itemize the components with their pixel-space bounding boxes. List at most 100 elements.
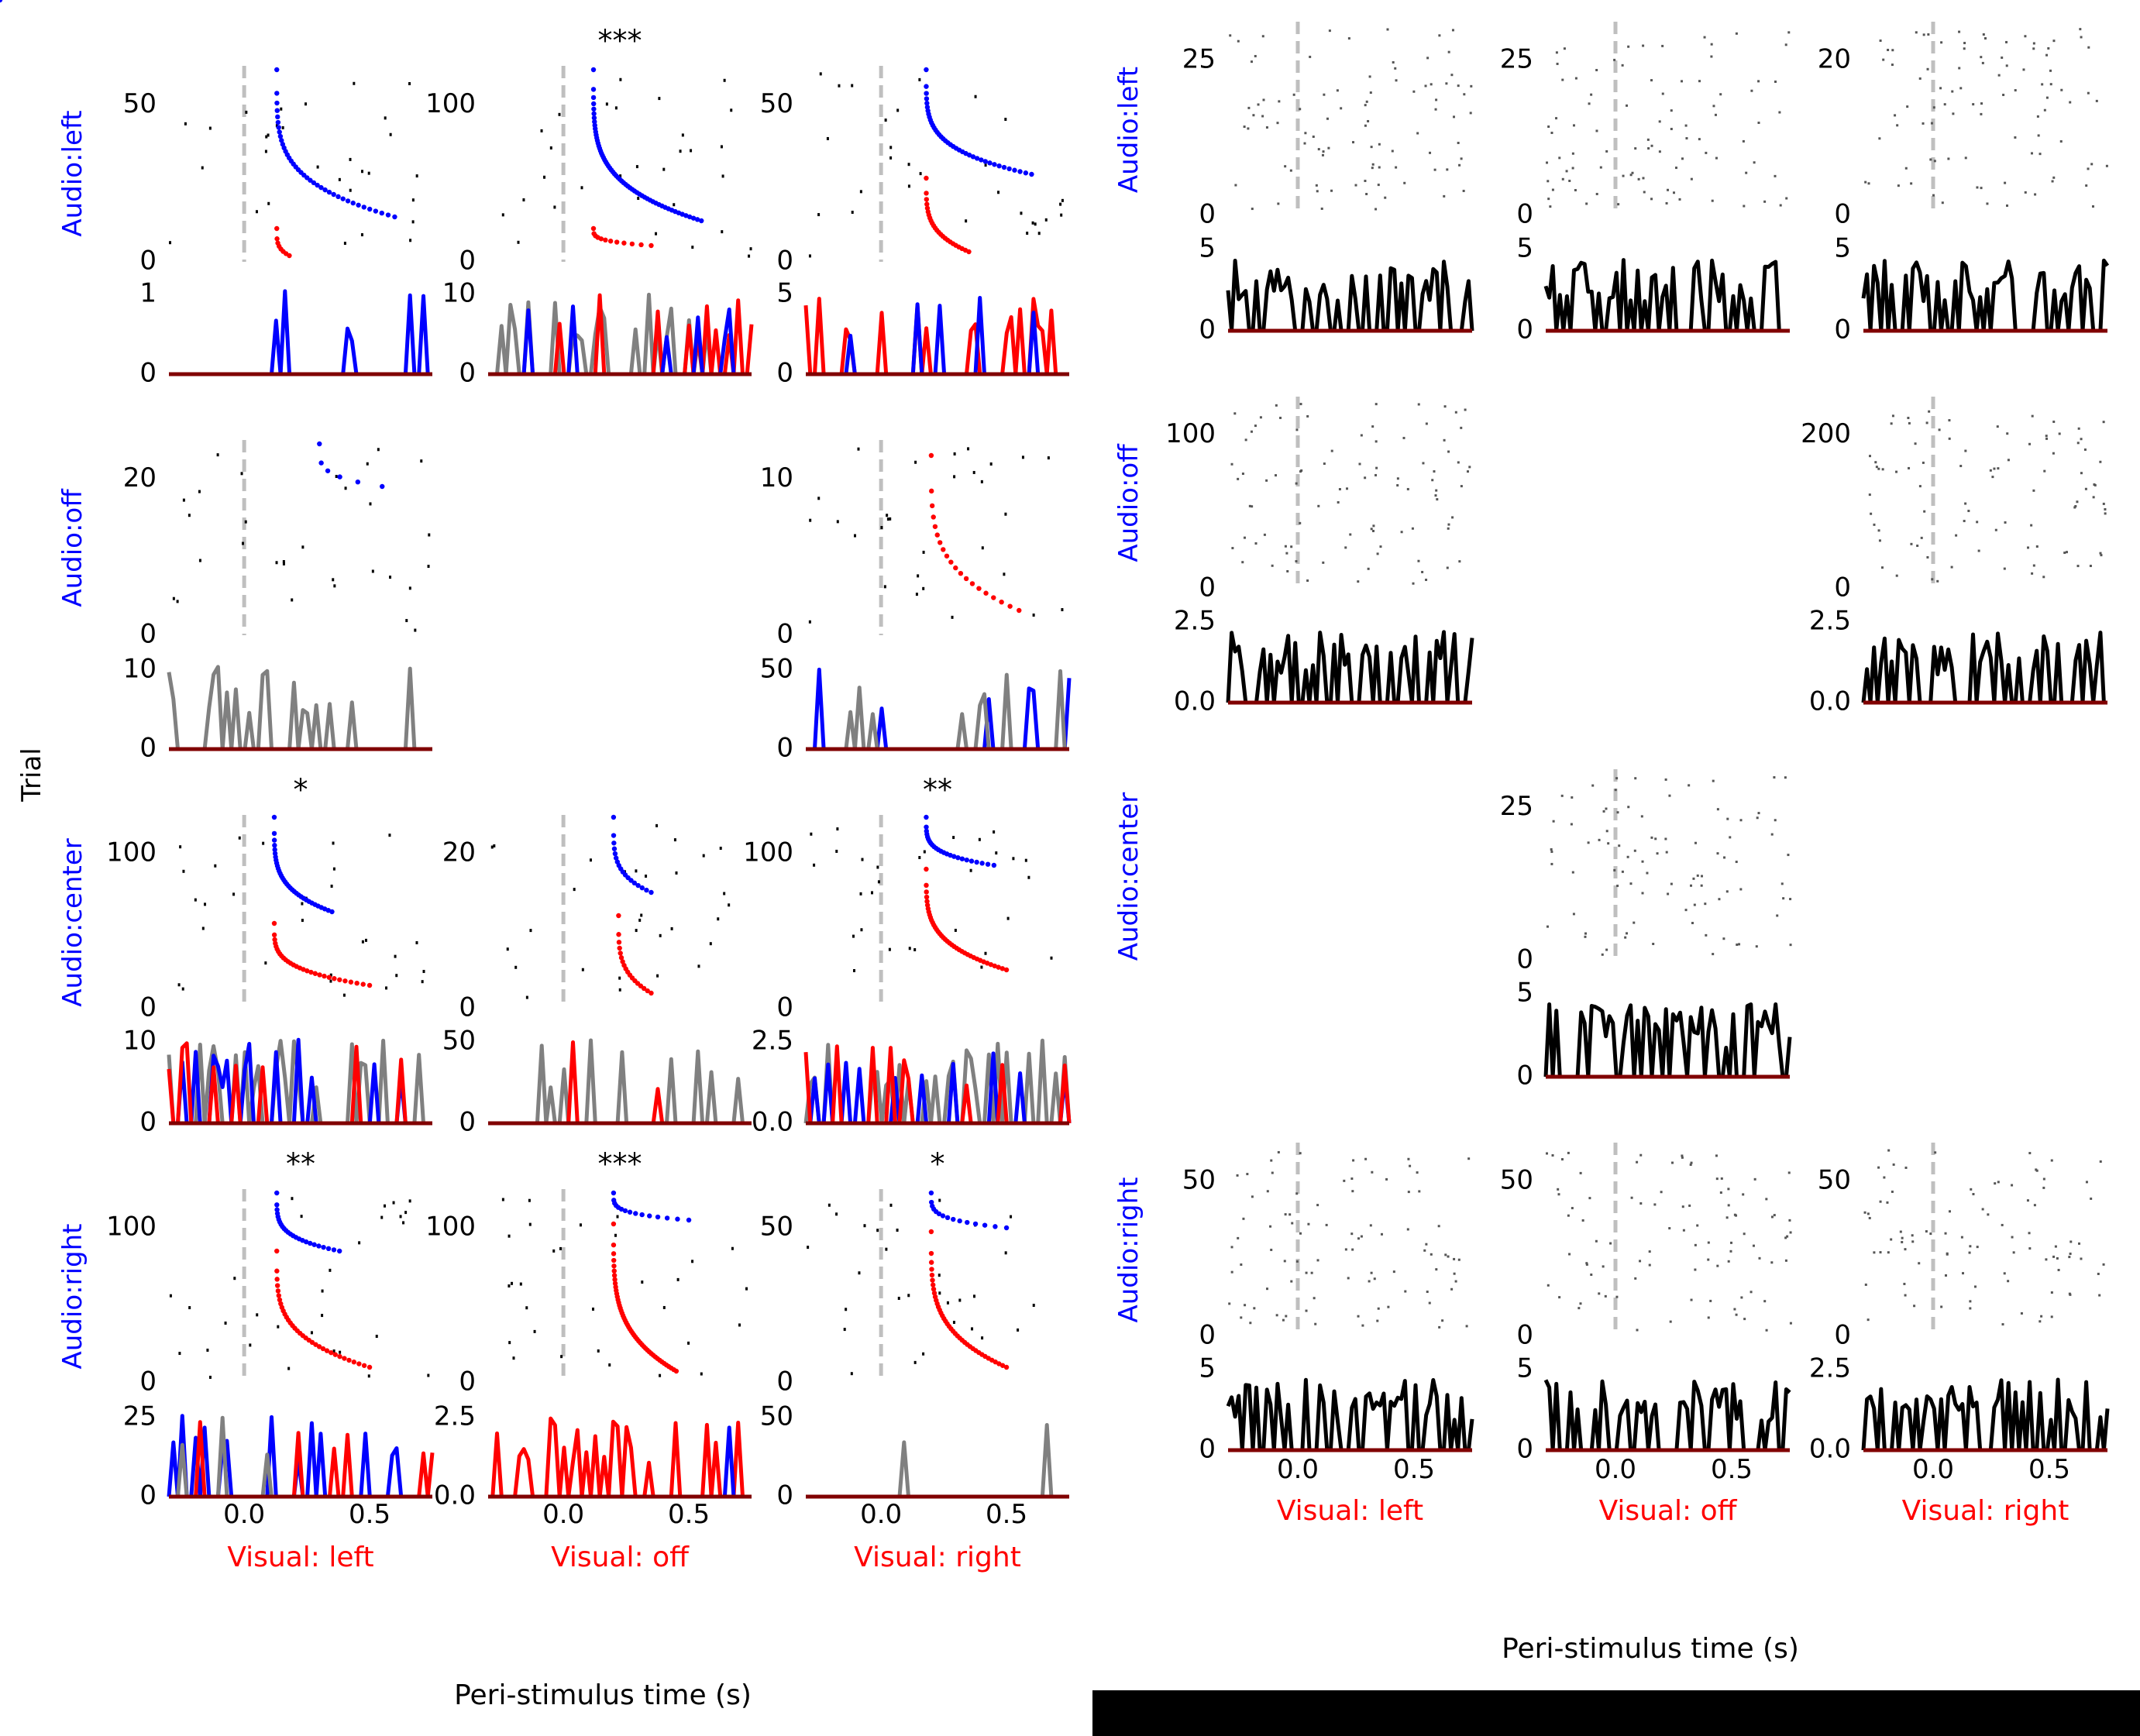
spike-tick <box>428 533 431 537</box>
spike-tick <box>1615 777 1619 780</box>
spike-tick <box>907 1294 910 1298</box>
spike-tick <box>1980 102 1983 105</box>
spike-tick <box>1951 90 1954 93</box>
spike-tick <box>216 453 219 457</box>
psth-ytick-label: 5 <box>1199 1353 1216 1384</box>
spike-tick <box>850 1372 853 1376</box>
spike-tick <box>1316 190 1319 193</box>
spike-tick <box>1605 150 1608 153</box>
spike-tick <box>1551 188 1554 191</box>
spike-tick <box>2076 565 2080 568</box>
spike-tick <box>1756 816 1759 820</box>
spike-tick <box>2042 1186 2045 1189</box>
spike-tick <box>919 172 922 176</box>
spike-tick <box>367 1374 370 1378</box>
spike-tick <box>2065 551 2068 554</box>
first-lick-dot-red <box>322 973 327 979</box>
first-lick-dot-blue <box>303 1239 309 1245</box>
spike-tick <box>889 1203 893 1207</box>
spike-tick <box>1922 461 1925 464</box>
spike-tick <box>1647 147 1650 150</box>
first-lick-dot-red <box>1007 603 1013 609</box>
spike-tick <box>2028 1247 2032 1250</box>
spike-tick <box>1361 1324 1364 1327</box>
first-lick-dot-red <box>616 940 622 945</box>
spike-tick <box>1285 1315 1288 1318</box>
spike-tick <box>1943 103 1946 106</box>
spike-tick <box>1629 174 1633 177</box>
spike-tick <box>1437 1225 1440 1228</box>
first-lick-dot-red <box>313 1342 318 1347</box>
spike-tick <box>1904 1248 1907 1251</box>
spike-tick <box>1789 1322 1792 1325</box>
first-lick-dot-blue <box>647 1213 652 1219</box>
spike-tick <box>2045 437 2049 440</box>
spike-tick <box>1932 106 1935 109</box>
spike-tick <box>1727 1204 1730 1207</box>
spike-tick <box>619 174 622 178</box>
first-lick-dot-red <box>999 966 1006 971</box>
spike-tick <box>1248 504 1251 507</box>
spike-tick <box>1642 177 1645 180</box>
spike-tick <box>552 1249 556 1253</box>
spike-tick <box>525 995 528 999</box>
left-row-label: Audio:left <box>57 110 88 236</box>
psth-line-black <box>1543 1002 1792 1079</box>
spike-tick <box>1370 1271 1373 1274</box>
spike-tick <box>691 1260 694 1263</box>
spike-tick <box>1325 1223 1328 1226</box>
spike-tick <box>1004 1251 1007 1255</box>
spike-tick <box>974 95 977 98</box>
spike-tick <box>1451 516 1454 519</box>
spike-tick <box>301 545 304 549</box>
spike-tick <box>1773 775 1776 779</box>
spike-tick <box>1017 1328 1020 1332</box>
spike-tick <box>1424 84 1427 88</box>
spike-tick <box>1027 875 1030 879</box>
spike-tick <box>2032 489 2035 492</box>
first-lick-dot-red <box>274 1283 280 1288</box>
psth-ytick-label: 0 <box>776 358 793 389</box>
spike-tick <box>1646 871 1649 875</box>
right-xtick-label: 0.5 <box>1711 1454 1753 1485</box>
spike-tick <box>1247 127 1250 130</box>
spike-tick <box>1987 1213 1990 1216</box>
spike-tick <box>2024 35 2027 38</box>
spike-tick <box>361 940 364 944</box>
psth-plot: 050 <box>442 1026 752 1138</box>
spike-tick <box>2037 134 2040 137</box>
spike-tick <box>1412 582 1415 585</box>
spike-tick <box>1891 49 1894 52</box>
spike-tick <box>1652 943 1655 946</box>
spike-tick <box>897 1297 900 1301</box>
spike-tick <box>2074 505 2077 508</box>
raster-ytick-label: 0 <box>1199 199 1216 230</box>
first-lick-dot-red <box>931 1291 938 1296</box>
first-lick-dot-blue <box>274 108 280 113</box>
left-col-label: Visual: off <box>551 1542 690 1573</box>
spike-tick <box>1694 1243 1697 1246</box>
raster-plot: 050 <box>123 66 418 277</box>
spike-tick <box>1443 194 1446 198</box>
spike-tick <box>953 452 956 455</box>
spike-tick <box>1696 1224 1699 1227</box>
spike-tick <box>1617 203 1620 206</box>
spike-tick <box>1309 55 1312 58</box>
spike-tick <box>1547 180 1550 183</box>
spike-tick <box>2050 1291 2053 1294</box>
spike-tick <box>885 1247 888 1251</box>
spike-tick <box>1265 479 1268 482</box>
spike-tick <box>1763 200 1767 203</box>
spike-tick <box>579 1223 582 1227</box>
spike-tick <box>1890 422 1893 425</box>
spike-tick <box>2102 502 2105 505</box>
spike-tick <box>1290 545 1293 548</box>
raster-plot: 050 <box>1182 1143 1471 1351</box>
spike-tick <box>1684 124 1688 127</box>
spike-tick <box>1387 1305 1390 1308</box>
spike-tick <box>1688 1204 1691 1207</box>
spike-tick <box>1668 1227 1671 1230</box>
spike-tick <box>1989 469 1992 472</box>
spike-tick <box>1426 57 1430 60</box>
spike-tick <box>1409 1164 1412 1167</box>
